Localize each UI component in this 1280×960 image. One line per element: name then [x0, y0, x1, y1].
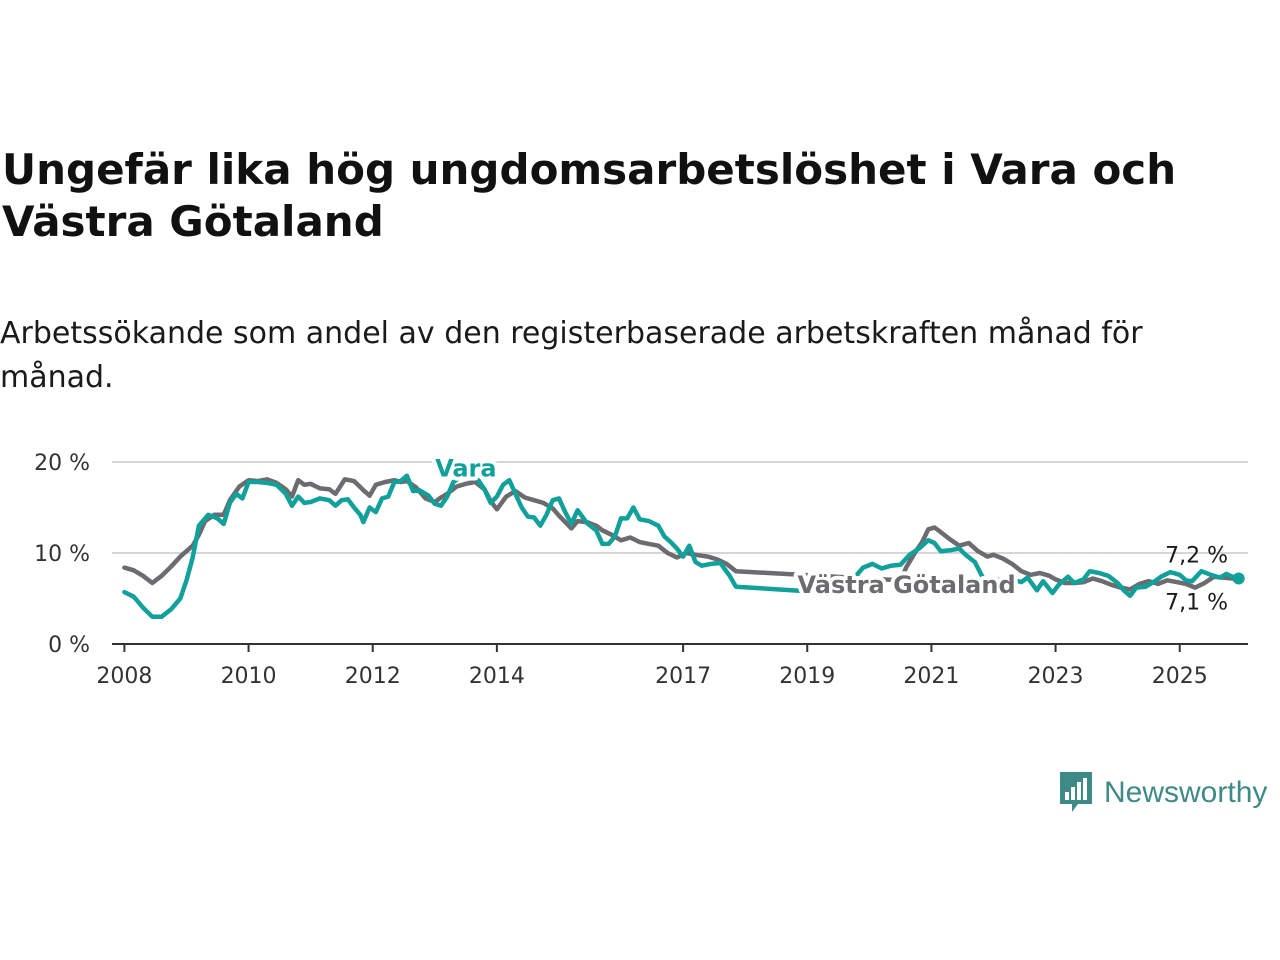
- x-tick-label: 2017: [655, 664, 711, 689]
- series-label-0: Vara: [435, 454, 497, 482]
- x-tick-label: 2023: [1028, 664, 1084, 689]
- line-chart: 0 % 10 % 20 % 2008 2010 2012 2014 2017 2019 2021…: [34, 450, 1248, 689]
- x-tick-label: 2014: [469, 664, 525, 689]
- chart-subtitle: Arbetssökande som andel av den registerb…: [0, 316, 1143, 395]
- x-tick-label: 2008: [96, 664, 152, 689]
- bar-chart-speech-bubble-icon: [1060, 772, 1092, 812]
- end-value-label-0: 7,2 %: [1165, 543, 1228, 568]
- series-labels: Vara Västra Götaland 7,2 % 7,1 %: [431, 450, 1228, 615]
- newsworthy-logo: Newsworthy: [1058, 770, 1267, 816]
- grid-lines: [112, 461, 1248, 554]
- x-axis: 2008 2010 2012 2014 2017 2019 2021 2023 2025: [96, 643, 1248, 689]
- series-label-1: Västra Götaland: [798, 571, 1016, 599]
- y-tick-label: 10 %: [34, 542, 90, 567]
- x-tick-label: 2025: [1152, 664, 1208, 689]
- chart-title: Ungefär lika hög ungdomsarbetslöshet i V…: [2, 145, 1177, 246]
- y-tick-label: 0 %: [48, 633, 90, 658]
- series-line-0: [122, 473, 1241, 619]
- y-axis-ticks: 0 % 10 % 20 %: [34, 451, 90, 658]
- series-lines: [122, 473, 1245, 619]
- x-tick-label: 2019: [779, 664, 835, 689]
- y-tick-label: 20 %: [34, 451, 90, 476]
- end-value-label-1: 7,1 %: [1165, 590, 1228, 615]
- series-end-marker: [1232, 572, 1245, 585]
- x-tick-label: 2012: [345, 664, 401, 689]
- series-line-1: [122, 477, 1241, 592]
- x-tick-label: 2021: [903, 664, 959, 689]
- logo-text: Newsworthy: [1104, 776, 1268, 809]
- x-tick-label: 2010: [221, 664, 277, 689]
